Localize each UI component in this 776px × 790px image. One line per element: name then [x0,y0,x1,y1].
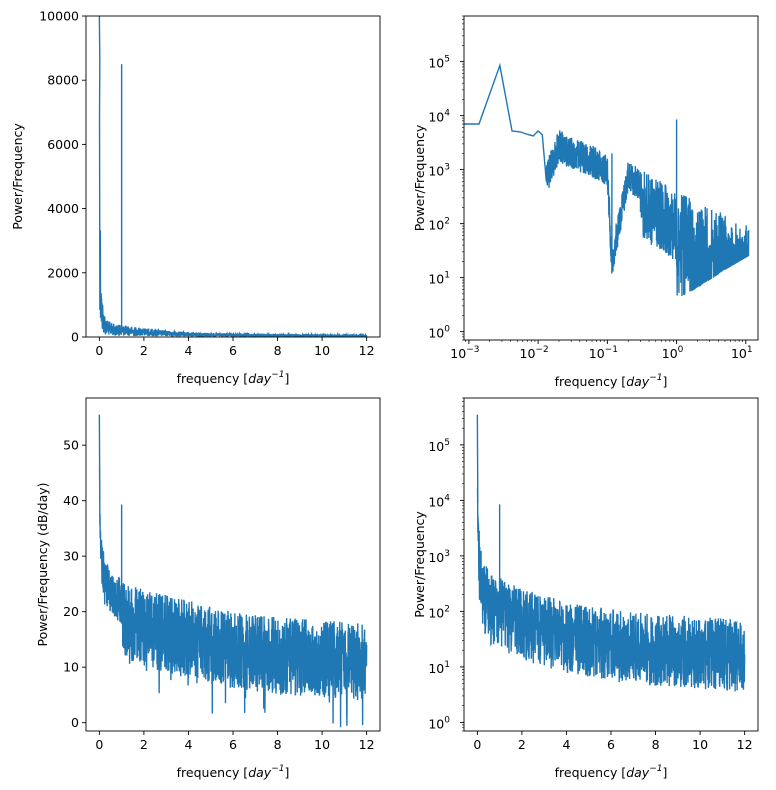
x-tick-label: 8 [274,737,282,752]
y-tick-label: 10000 [39,9,79,24]
chart-panel-2: 10−3 10−2 10−1 100 101100101102103104105freq… [412,15,759,389]
x-axis-label: frequency [day−1] [555,764,668,780]
y-tick-label: 100 [428,325,450,341]
x-tick-label: 10−2 [520,345,549,361]
y-tick-label: 0 [71,715,79,730]
y-tick-label: 0 [71,330,79,345]
y-tick-label: 30 [63,549,79,564]
x-tick-label: 4 [184,343,192,358]
y-tick-exponent: 5 [444,55,450,65]
x-tick-label: 12 [359,737,375,752]
y-tick-label: 104 [428,109,450,125]
x-tick-label: 10 [692,737,708,752]
series-line [98,414,368,728]
y-tick-label: 102 [428,217,450,233]
y-tick-exponent: 1 [444,660,450,670]
axes-frame [463,15,759,341]
x-tick-label: 2 [140,737,148,752]
y-tick-label: 104 [428,493,450,509]
y-tick-label: 101 [428,271,450,287]
chart-panel-1: 0 2 4 6 8 10 12 0 2000 4000 6000 8000 10000 frequency… [10,9,381,386]
x-tick-label: 0 [473,737,481,752]
x-tick-label: 10 [314,737,330,752]
y-tick-exponent: 3 [444,163,450,173]
y-axis-label: Power/Frequency [412,511,427,618]
y-tick-exponent: 5 [444,438,450,448]
x-tick-label: 8 [652,737,660,752]
x-tick-label: 10 [314,343,330,358]
chart-panel-3: 0 2 4 6 8 10 12 0 10 20 30 40 50 frequency [day−1] Pow… [35,397,381,780]
x-tick-label: 101 [731,345,753,361]
x-tick-label: 6 [607,737,615,752]
x-tick-exponent: 1 [747,345,753,355]
y-tick-label: 100 [428,715,450,731]
x-tick-exponent: −3 [466,345,479,355]
y-tick-label: 10 [63,660,79,675]
x-axis-label: frequency [day−1] [177,370,290,386]
x-tick-label: 4 [562,737,570,752]
x-axis-label: frequency [day−1] [177,764,290,780]
y-tick-label: 4000 [47,201,79,216]
x-tick-label: 12 [737,737,753,752]
x-tick-exponent: −2 [535,345,548,355]
y-tick-label: 20 [63,604,79,619]
x-tick-exponent: 0 [678,345,684,355]
y-tick-exponent: 3 [444,549,450,559]
x-tick-label: 6 [229,343,237,358]
x-tick-label: 6 [229,737,237,752]
y-tick-label: 2000 [47,265,79,280]
y-tick-label: 101 [428,660,450,676]
y-tick-exponent: 1 [444,271,450,281]
x-tick-label: 0 [95,343,103,358]
y-tick-exponent: 4 [444,109,450,119]
x-tick-label: 8 [274,343,282,358]
y-tick-label: 105 [428,438,450,454]
x-axis-label: frequency [day−1] [555,373,668,389]
series-line [98,16,368,337]
y-tick-label: 6000 [47,137,79,152]
y-tick-exponent: 4 [444,493,450,503]
x-tick-exponent: −1 [605,345,618,355]
y-tick-label: 103 [428,163,450,179]
y-tick-exponent: 0 [444,715,450,725]
y-tick-exponent: 2 [444,217,450,227]
y-tick-exponent: 0 [444,325,450,335]
series-line [476,414,746,692]
y-axis-label: Power/Frequency [412,124,427,231]
x-tick-label: 2 [518,737,526,752]
y-tick-label: 102 [428,604,450,620]
series-line [464,62,750,296]
y-tick-label: 40 [63,493,79,508]
y-tick-label: 105 [428,55,450,71]
x-tick-label: 10−3 [450,345,479,361]
y-axis-label: Power/Frequency [10,123,25,230]
y-tick-label: 8000 [47,73,79,88]
y-tick-label: 103 [428,549,450,565]
y-tick-label: 50 [63,438,79,453]
x-tick-label: 0 [95,737,103,752]
axes-frame [85,15,381,338]
y-tick-exponent: 2 [444,604,450,614]
x-tick-label: 12 [359,343,375,358]
y-axis-label: Power/Frequency (dB/day) [35,482,50,646]
x-tick-label: 100 [662,345,684,361]
x-tick-label: 4 [184,737,192,752]
x-tick-label: 10−1 [589,345,618,361]
x-tick-label: 2 [140,343,148,358]
